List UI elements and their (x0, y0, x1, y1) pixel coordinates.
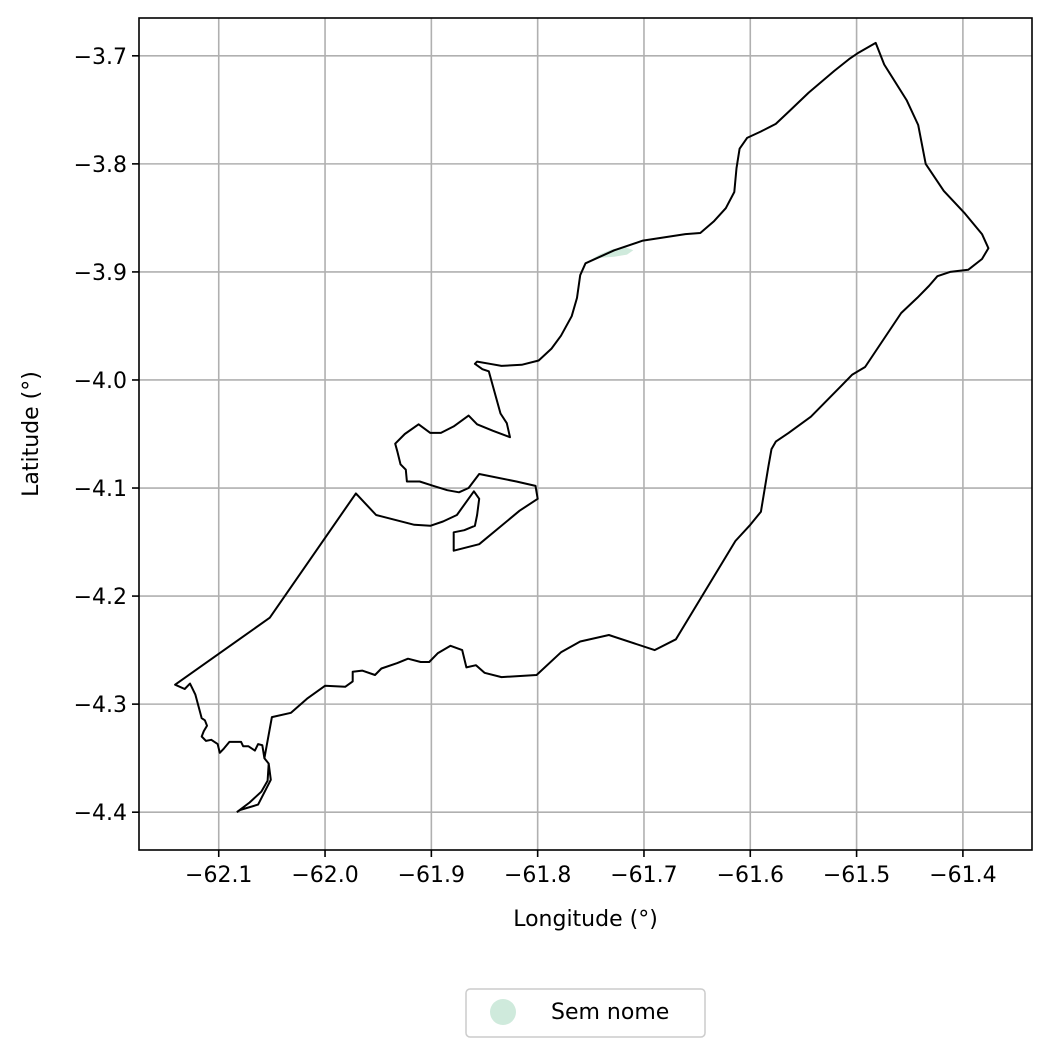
x-axis-label: Longitude (°) (513, 907, 658, 932)
y-tick-label: −4.3 (74, 693, 127, 718)
y-tick-label: −3.9 (74, 261, 127, 286)
y-axis-ticks: −3.7 −3.8 −3.9 −4.0 −4.1 −4.2 −4.3 −4.4 (74, 45, 139, 826)
legend-label-sem-nome: Sem nome (551, 1000, 669, 1025)
x-tick-label: −61.4 (929, 863, 996, 888)
x-tick-label: −62.1 (185, 863, 252, 888)
y-tick-label: −3.8 (74, 153, 127, 178)
x-tick-label: −61.8 (504, 863, 571, 888)
x-tick-label: −61.9 (398, 863, 465, 888)
y-tick-label: −3.7 (74, 45, 127, 70)
municipality-boundary (174, 41, 990, 814)
plot-frame (138, 17, 1033, 851)
x-tick-label: −61.7 (610, 863, 677, 888)
x-tick-label: −61.6 (717, 863, 784, 888)
y-tick-label: −4.2 (74, 585, 127, 610)
y-axis-label: Latitude (°) (19, 371, 44, 497)
grid (139, 18, 1032, 850)
y-tick-label: −4.4 (74, 801, 127, 826)
legend-marker-sem-nome (490, 999, 516, 1025)
x-tick-label: −62.0 (291, 863, 358, 888)
boundary-layer (174, 41, 990, 814)
legend: Sem nome (465, 988, 706, 1038)
y-tick-label: −4.0 (74, 369, 127, 394)
y-tick-label: −4.1 (74, 477, 127, 502)
x-axis-ticks: −62.1 −62.0 −61.9 −61.8 −61.7 −61.6 −61.5 −61.4 (185, 850, 997, 888)
x-tick-label: −61.5 (823, 863, 890, 888)
legend-box (465, 988, 706, 1038)
